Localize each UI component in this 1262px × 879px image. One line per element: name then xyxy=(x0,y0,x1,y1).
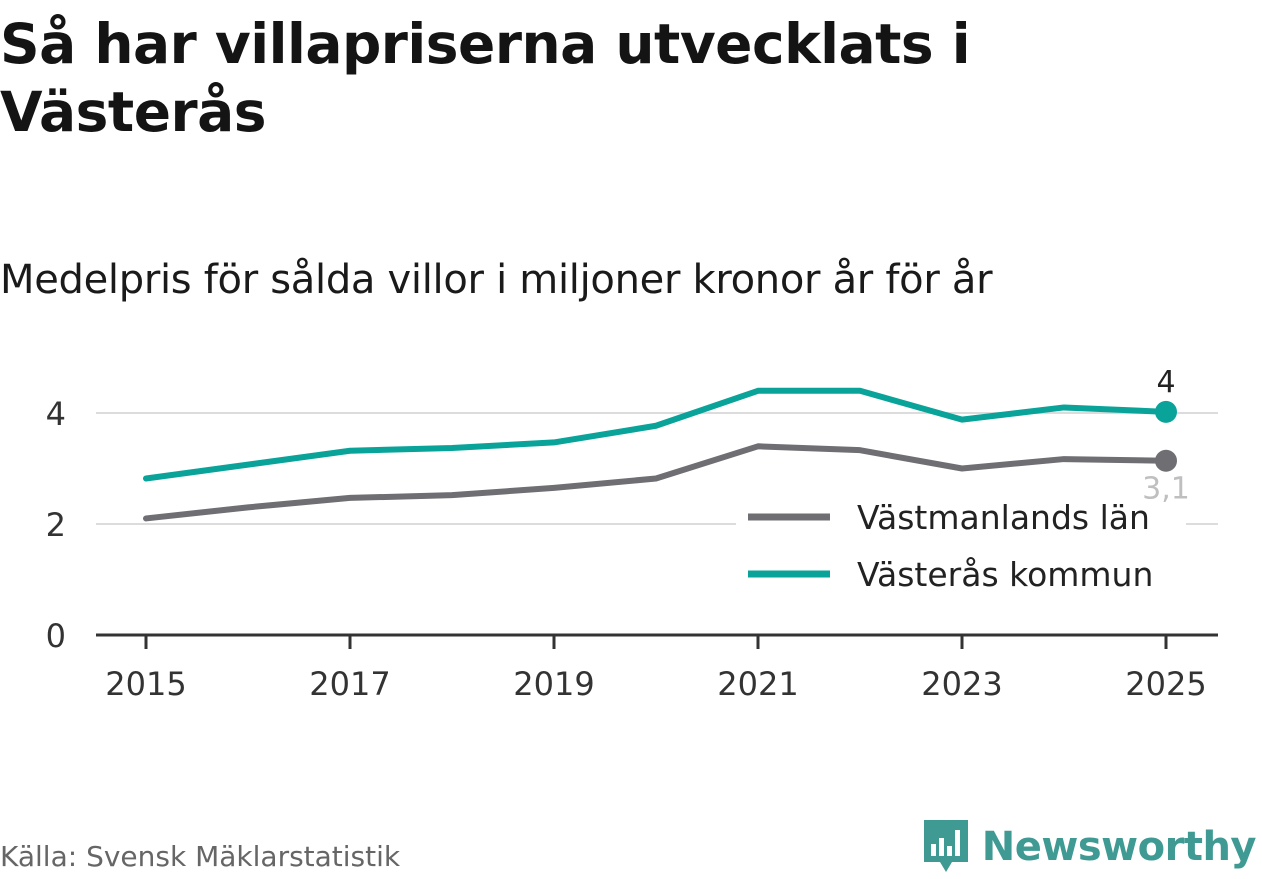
series-end-label: 4 xyxy=(1156,365,1175,400)
x-tick-label: 2017 xyxy=(309,665,390,703)
brand-name: Newsworthy xyxy=(981,824,1257,870)
y-tick-label: 4 xyxy=(46,395,66,433)
series-line xyxy=(143,387,1169,482)
y-tick-label: 0 xyxy=(46,617,66,655)
x-tick-label: 2023 xyxy=(921,665,1002,703)
chart-title: Så har villapriserna utvecklats i Väster… xyxy=(0,12,971,144)
newsworthy-logo-icon xyxy=(923,820,968,872)
x-tick-label: 2019 xyxy=(513,665,594,703)
chart-subtitle: Medelpris för sålda villor i miljoner kr… xyxy=(0,257,993,303)
legend-background xyxy=(736,483,1186,541)
x-tick-label: 2025 xyxy=(1125,665,1206,703)
series-end-marker xyxy=(1155,400,1177,423)
series-line xyxy=(143,443,1169,522)
x-tick-label: 2015 xyxy=(105,665,186,703)
x-tick-label: 2021 xyxy=(717,665,798,703)
legend-label: Västerås kommun xyxy=(857,555,1153,594)
source-note: Källa: Svensk Mäklarstatistik xyxy=(0,840,401,873)
brand-logo: Newsworthy xyxy=(920,818,1257,876)
series-end-marker xyxy=(1155,449,1177,472)
legend-label: Västmanlands län xyxy=(857,498,1150,537)
y-tick-label: 2 xyxy=(46,506,66,544)
legend-background xyxy=(736,540,1186,598)
series-end-label: 3,1 xyxy=(1142,472,1190,507)
